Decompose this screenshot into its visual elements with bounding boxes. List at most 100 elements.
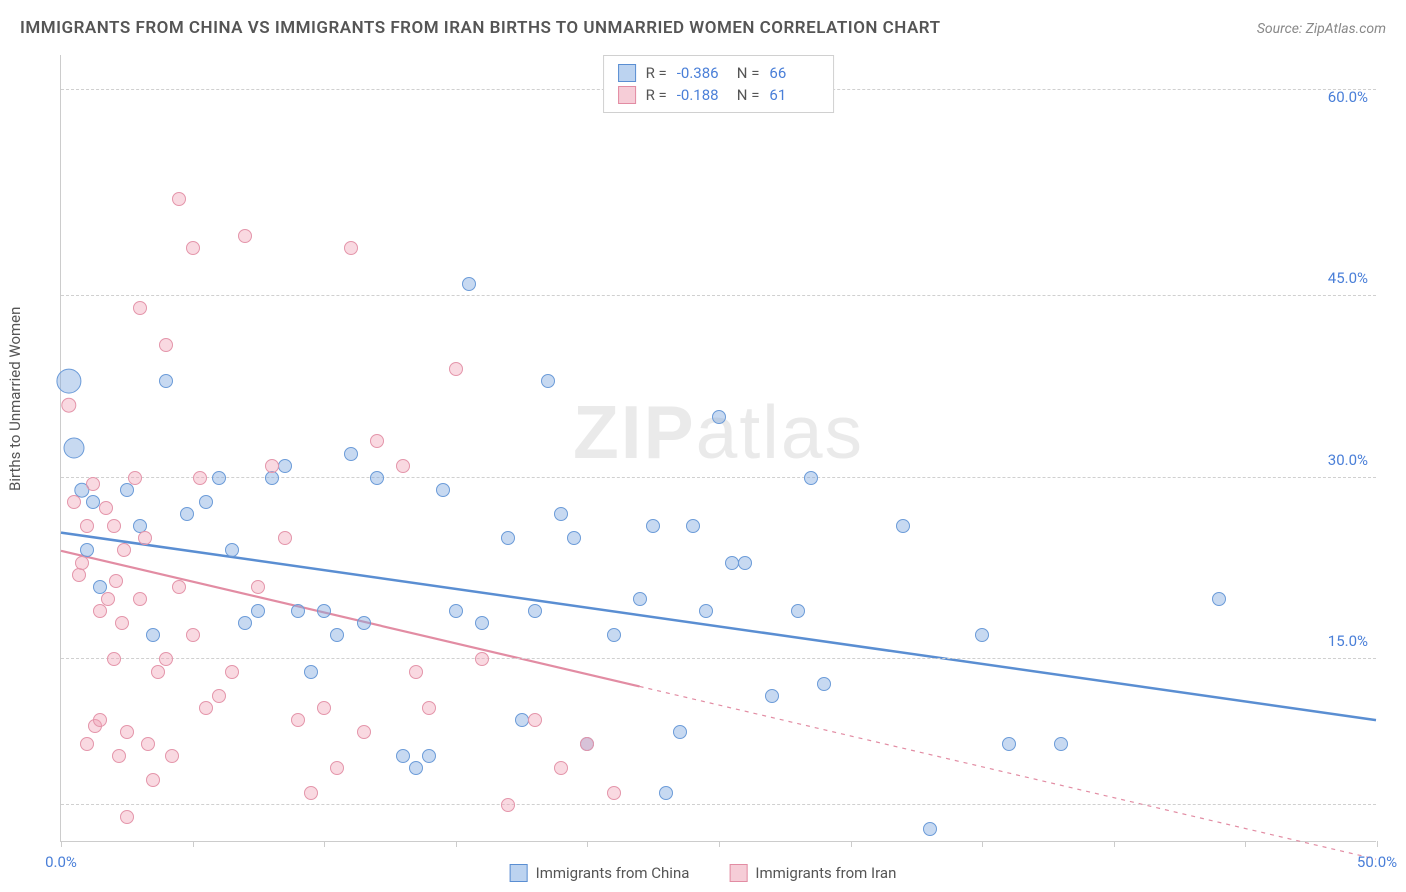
data-point <box>109 574 123 588</box>
x-tick-mark <box>851 841 852 847</box>
data-point <box>86 477 100 491</box>
data-point <box>186 628 200 642</box>
data-point <box>64 437 85 458</box>
trend-line-extrapolated <box>640 686 1376 859</box>
chart-title: IMMIGRANTS FROM CHINA VS IMMIGRANTS FROM… <box>20 18 941 38</box>
legend-item-iran: Immigrants from Iran <box>729 864 896 882</box>
data-point <box>344 447 358 461</box>
data-point <box>193 471 207 485</box>
data-point <box>278 459 292 473</box>
data-point <box>225 543 239 557</box>
data-point <box>120 483 134 497</box>
data-point <box>291 604 305 618</box>
data-point <box>80 737 94 751</box>
data-point <box>72 568 86 582</box>
x-tick-mark <box>61 841 62 847</box>
data-point <box>251 604 265 618</box>
x-tick-mark <box>982 841 983 847</box>
data-point <box>112 749 126 763</box>
n-label: N = <box>737 86 760 104</box>
data-point <box>317 701 331 715</box>
data-point <box>501 798 515 812</box>
x-tick-mark <box>193 841 194 847</box>
swatch-icon <box>618 64 636 82</box>
data-point <box>396 459 410 473</box>
data-point <box>686 519 700 533</box>
watermark: ZIPatlas <box>573 389 864 475</box>
data-point <box>138 531 152 545</box>
data-point <box>804 471 818 485</box>
data-point <box>344 241 358 255</box>
x-tick-mark <box>1114 841 1115 847</box>
data-point <box>923 822 937 836</box>
x-tick-mark <box>456 841 457 847</box>
legend-bottom: Immigrants from China Immigrants from Ir… <box>510 864 897 882</box>
data-point <box>128 471 142 485</box>
r-value: -0.386 <box>677 64 727 82</box>
data-point <box>357 725 371 739</box>
data-point <box>278 531 292 545</box>
data-point <box>791 604 805 618</box>
data-point <box>554 761 568 775</box>
data-point <box>725 556 739 570</box>
data-point <box>265 459 279 473</box>
data-point <box>133 301 147 315</box>
data-point <box>817 677 831 691</box>
data-point <box>80 519 94 533</box>
data-point <box>633 592 647 606</box>
data-point <box>93 713 107 727</box>
gridline <box>61 295 1376 296</box>
x-tick-label: 50.0% <box>1357 853 1397 871</box>
data-point <box>238 616 252 630</box>
r-label: R = <box>646 86 667 104</box>
data-point <box>180 507 194 521</box>
y-tick-label: 15.0% <box>1328 632 1368 650</box>
r-label: R = <box>646 64 667 82</box>
data-point <box>765 689 779 703</box>
legend-label: Immigrants from Iran <box>755 864 896 882</box>
trend-line <box>61 551 640 687</box>
source-attribution: Source: ZipAtlas.com <box>1257 21 1386 37</box>
data-point <box>975 628 989 642</box>
data-point <box>172 192 186 206</box>
data-point <box>1054 737 1068 751</box>
data-point <box>449 362 463 376</box>
data-point <box>133 592 147 606</box>
n-value: 66 <box>769 64 819 82</box>
data-point <box>501 531 515 545</box>
y-tick-label: 30.0% <box>1328 451 1368 469</box>
data-point <box>165 749 179 763</box>
data-point <box>159 652 173 666</box>
x-tick-mark <box>719 841 720 847</box>
data-point <box>1212 592 1226 606</box>
data-point <box>646 519 660 533</box>
data-point <box>541 374 555 388</box>
data-point <box>475 616 489 630</box>
data-point <box>515 713 529 727</box>
data-point <box>159 374 173 388</box>
data-point <box>225 665 239 679</box>
data-point <box>699 604 713 618</box>
data-point <box>370 434 384 448</box>
gridline <box>61 658 1376 659</box>
y-axis-label: Births to Unmarried Women <box>6 306 24 490</box>
data-point <box>712 410 726 424</box>
x-tick-mark <box>1245 841 1246 847</box>
data-point <box>115 616 129 630</box>
data-point <box>117 543 131 557</box>
data-point <box>738 556 752 570</box>
legend-label: Immigrants from China <box>536 864 690 882</box>
data-point <box>304 665 318 679</box>
data-point <box>107 652 121 666</box>
gridline <box>61 477 1376 478</box>
data-point <box>238 229 252 243</box>
data-point <box>212 689 226 703</box>
data-point <box>607 786 621 800</box>
data-point <box>141 737 155 751</box>
data-point <box>151 665 165 679</box>
swatch-icon <box>618 86 636 104</box>
data-point <box>422 749 436 763</box>
data-point <box>93 604 107 618</box>
scatter-chart: ZIPatlas 15.0%30.0%45.0%60.0%0.0%50.0%R … <box>60 55 1376 842</box>
data-point <box>67 495 81 509</box>
